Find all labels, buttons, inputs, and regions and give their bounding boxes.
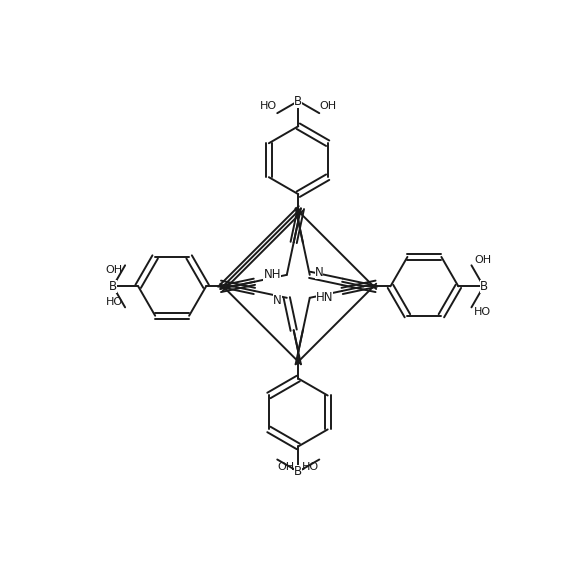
Text: OH: OH [277, 462, 294, 472]
Text: N: N [273, 294, 282, 307]
Text: HO: HO [105, 298, 123, 307]
Text: OH: OH [320, 101, 336, 111]
Text: HN: HN [315, 291, 333, 304]
Text: B: B [294, 95, 302, 108]
Text: HO: HO [302, 462, 320, 472]
Text: B: B [480, 280, 488, 293]
Text: OH: OH [105, 265, 123, 275]
Text: N: N [315, 266, 324, 279]
Text: NH: NH [264, 268, 281, 281]
Text: HO: HO [474, 307, 491, 317]
Text: HO: HO [260, 101, 277, 111]
Text: OH: OH [474, 256, 491, 265]
Text: B: B [294, 465, 302, 478]
Text: B: B [109, 280, 117, 293]
